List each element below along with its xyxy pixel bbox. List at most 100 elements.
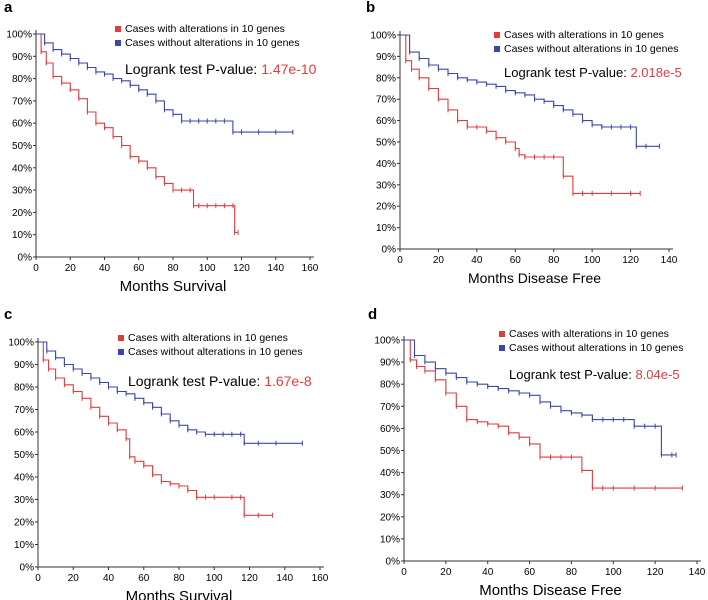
y-tick-label: 70% <box>14 405 34 416</box>
y-tick-label: 20% <box>376 202 396 213</box>
series-line-unaltered <box>400 34 660 147</box>
y-tick-label: 10% <box>14 540 34 551</box>
y-tick-label: 60% <box>380 424 400 435</box>
legend-marker <box>494 46 500 52</box>
x-tick-label: 100 <box>605 567 622 578</box>
x-tick-label: 100 <box>199 263 216 274</box>
logrank-text: Logrank test P-value: 8.04e-5 <box>509 367 680 382</box>
legend-label: Cases with alterations in 10 genes <box>509 328 669 340</box>
legend-label: Cases with alterations in 10 genes <box>504 29 664 41</box>
y-tick-label: 10% <box>376 223 396 234</box>
logrank-label: Logrank test P-value: <box>504 65 630 80</box>
x-tick-label: 0 <box>35 573 41 584</box>
y-tick-label: 40% <box>14 473 34 484</box>
y-tick-label: 100% <box>8 338 34 349</box>
x-tick-label: 140 <box>267 263 284 274</box>
y-tick-label: 0% <box>382 245 397 256</box>
y-tick-label: 80% <box>380 380 400 391</box>
y-tick-label: 30% <box>14 495 34 506</box>
x-tick-label: 0 <box>397 255 403 266</box>
y-tick-label: 90% <box>14 360 34 371</box>
x-tick-label: 140 <box>276 573 293 584</box>
panel-letter-d: d <box>368 306 378 323</box>
logrank-value: 1.67e-8 <box>264 373 312 389</box>
km-chart-d: 0% 10% 20% 30% 40% 50% 60% 70% 80% 90% 100% 0 20 40 60… <box>374 328 705 599</box>
legend-marker <box>115 26 121 32</box>
x-axis-title: Months Survival <box>120 278 227 295</box>
x-tick-label: 120 <box>233 263 250 274</box>
panel-c: c 0% 10% 20% 30% 40% 50% 60% 70% 80% 90% 100% 0 20 40… <box>0 300 354 600</box>
legend-marker <box>499 331 505 337</box>
y-tick-label: 80% <box>376 73 396 84</box>
logrank-value: 8.04e-5 <box>635 367 679 382</box>
y-tick-label: 70% <box>376 95 396 106</box>
y-tick-label: 70% <box>380 402 400 413</box>
y-tick-label: 90% <box>376 52 396 63</box>
y-tick-label: 30% <box>380 490 400 501</box>
logrank-value: 2.018e-5 <box>630 65 681 80</box>
y-tick-label: 30% <box>12 186 32 197</box>
y-tick-label: 80% <box>14 383 34 394</box>
x-axis-title: Months Disease Free <box>468 270 601 286</box>
x-tick-label: 40 <box>103 573 115 584</box>
x-tick-label: 40 <box>482 567 494 578</box>
x-tick-label: 80 <box>566 567 578 578</box>
km-chart-b: 0% 10% 20% 30% 40% 50% 60% 70% 80% 90% 100% 0 20 40 60… <box>370 29 682 286</box>
y-tick-label: 20% <box>14 518 34 529</box>
legend-label: Cases without alterations in 10 genes <box>128 346 303 358</box>
y-tick-label: 60% <box>12 119 32 130</box>
logrank-label: Logrank test P-value: <box>125 61 261 77</box>
series-line-altered <box>400 34 641 194</box>
x-tick-label: 60 <box>510 255 522 266</box>
legend-label: Cases without alterations in 10 genes <box>125 37 300 49</box>
legend-marker <box>118 335 124 341</box>
legend-label: Cases without alterations in 10 genes <box>509 342 684 354</box>
y-tick-label: 40% <box>376 159 396 170</box>
legend-label: Cases without alterations in 10 genes <box>504 43 679 55</box>
y-tick-label: 100% <box>374 336 400 347</box>
y-tick-label: 10% <box>12 230 32 241</box>
x-tick-label: 60 <box>524 567 536 578</box>
y-tick-label: 40% <box>12 163 32 174</box>
x-tick-label: 100 <box>584 255 601 266</box>
panel-b: b 0% 10% 20% 30% 40% 50% 60% 70% 80% 90% 100% 0 20 40… <box>354 0 708 300</box>
x-tick-label: 120 <box>622 255 639 266</box>
y-tick-label: 20% <box>12 208 32 219</box>
km-chart-c: 0% 10% 20% 30% 40% 50% 60% 70% 80% 90% 100% 0 20 40 60… <box>8 332 329 600</box>
x-tick-label: 120 <box>647 567 664 578</box>
x-tick-label: 0 <box>401 567 407 578</box>
y-tick-label: 50% <box>14 450 34 461</box>
panel-letter-c: c <box>4 306 13 323</box>
logrank-value: 1.47e-10 <box>261 61 316 77</box>
logrank-text: Logrank test P-value: 2.018e-5 <box>504 65 682 80</box>
km-chart-a: 0% 10% 20% 30% 40% 50% 60% 70% 80% 90% 100% 0 20 40 60… <box>6 23 318 295</box>
x-tick-label: 120 <box>241 573 258 584</box>
logrank-text: Logrank test P-value: 1.47e-10 <box>125 61 317 77</box>
series-line-unaltered <box>404 339 677 456</box>
y-tick-label: 100% <box>370 31 396 42</box>
x-tick-label: 60 <box>138 573 150 584</box>
y-tick-label: 60% <box>14 428 34 439</box>
y-tick-label: 40% <box>380 468 400 479</box>
logrank-text: Logrank test P-value: 1.67e-8 <box>128 373 312 389</box>
series-line-altered <box>404 339 683 489</box>
legend-marker <box>115 40 121 46</box>
logrank-label: Logrank test P-value: <box>128 373 264 389</box>
x-tick-label: 60 <box>133 263 145 274</box>
x-tick-label: 80 <box>173 573 185 584</box>
y-tick-label: 50% <box>12 141 32 152</box>
panel-letter-a: a <box>4 0 13 16</box>
y-tick-label: 0% <box>386 557 401 568</box>
y-tick-label: 50% <box>376 138 396 149</box>
x-tick-label: 80 <box>548 255 560 266</box>
x-tick-label: 20 <box>440 567 452 578</box>
x-tick-label: 0 <box>33 263 39 274</box>
legend-label: Cases with alterations in 10 genes <box>128 332 288 344</box>
y-tick-label: 10% <box>380 534 400 545</box>
y-tick-label: 30% <box>376 180 396 191</box>
legend-marker <box>118 349 124 355</box>
x-tick-label: 160 <box>312 573 329 584</box>
y-tick-label: 90% <box>12 52 32 63</box>
y-tick-label: 50% <box>380 446 400 457</box>
x-tick-label: 80 <box>167 263 179 274</box>
